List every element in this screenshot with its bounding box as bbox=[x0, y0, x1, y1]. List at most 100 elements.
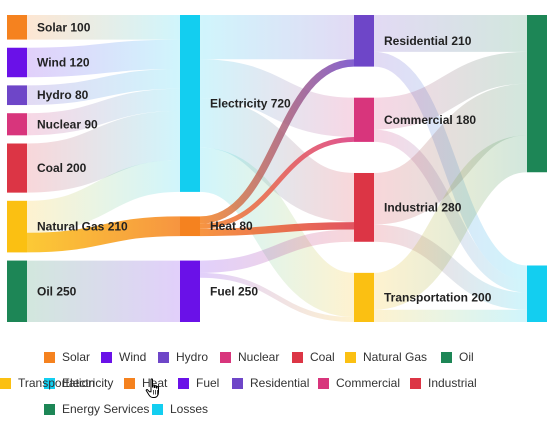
node-label-hydro: Hydro 80 bbox=[37, 88, 89, 102]
legend-label: Oil bbox=[459, 350, 474, 364]
legend-item-electricity[interactable]: Electricity bbox=[44, 376, 113, 390]
legend-item-commercial[interactable]: Commercial bbox=[318, 376, 400, 390]
legend-item-solar[interactable]: Solar bbox=[44, 350, 90, 364]
legend-label: Residential bbox=[250, 376, 310, 390]
node-label-transportation: Transportation 200 bbox=[384, 290, 492, 304]
link-coal-to-electricity[interactable] bbox=[26, 110, 181, 193]
link-natural-gas-to-electricity[interactable] bbox=[26, 159, 181, 233]
sankey-nodes bbox=[7, 15, 547, 322]
legend-item-natural-gas[interactable]: Natural Gas bbox=[345, 350, 427, 364]
legend-swatch bbox=[158, 351, 169, 363]
legend-label: Coal bbox=[310, 350, 335, 364]
sankey-links bbox=[26, 14, 529, 323]
legend-item-wind[interactable]: Wind bbox=[101, 350, 146, 364]
legend-swatch bbox=[44, 377, 55, 389]
legend-label: Energy Services bbox=[62, 402, 150, 416]
node-losses[interactable] bbox=[527, 265, 547, 322]
sankey-node-labels: Solar 100 Wind 120 Hydro 80 Nuclear 90 Coal … bbox=[37, 20, 492, 304]
legend-label: Electricity bbox=[62, 376, 114, 390]
legend-item-coal[interactable]: Coal bbox=[292, 350, 335, 364]
legend-label: Transportation bbox=[18, 376, 95, 390]
link-wind-to-electricity[interactable] bbox=[26, 39, 181, 78]
node-label-oil: Oil 250 bbox=[37, 284, 77, 298]
legend-swatch bbox=[101, 351, 112, 363]
legend-item-industrial[interactable]: Industrial bbox=[410, 376, 477, 390]
node-label-electricity: Electricity 720 bbox=[210, 96, 291, 110]
node-electricity[interactable] bbox=[180, 15, 200, 192]
legend-label: Nuclear bbox=[238, 350, 280, 364]
node-label-solar: Solar 100 bbox=[37, 20, 91, 34]
node-wind[interactable] bbox=[7, 47, 27, 78]
node-transportation[interactable] bbox=[354, 272, 374, 322]
legend-swatch bbox=[178, 377, 189, 389]
legend-swatch bbox=[44, 403, 55, 415]
node-label-commercial: Commercial 180 bbox=[384, 113, 476, 127]
link-industrial-to-losses[interactable] bbox=[373, 224, 528, 310]
link-heat-to-commercial[interactable] bbox=[199, 136, 355, 229]
node-label-wind: Wind 120 bbox=[37, 55, 90, 69]
legend-item-energy-services[interactable]: Energy Services bbox=[44, 402, 149, 416]
legend-swatch bbox=[44, 351, 55, 363]
node-label-natural-gas: Natural Gas 210 bbox=[37, 220, 128, 234]
legend-item-nuclear[interactable]: Nuclear bbox=[220, 350, 279, 364]
hand-pointer-cursor-icon bbox=[145, 378, 159, 398]
legend-item-hydro[interactable]: Hydro bbox=[158, 350, 208, 364]
legend-swatch bbox=[152, 403, 163, 415]
link-heat-to-industrial[interactable] bbox=[199, 222, 355, 237]
legend-swatch bbox=[292, 351, 303, 363]
legend-swatch bbox=[232, 377, 243, 389]
node-label-nuclear: Nuclear 90 bbox=[37, 117, 98, 131]
link-transportation-to-energy-services[interactable] bbox=[372, 135, 529, 310]
link-electricity-to-commercial[interactable] bbox=[199, 59, 355, 137]
node-nuclear[interactable] bbox=[7, 113, 27, 136]
node-coal[interactable] bbox=[7, 143, 27, 193]
legend-label: Heat bbox=[142, 376, 168, 390]
legend-swatch bbox=[345, 351, 356, 363]
node-hydro[interactable] bbox=[7, 85, 27, 106]
legend-item-fuel[interactable]: Fuel bbox=[178, 376, 219, 390]
link-commercial-to-energy-services[interactable] bbox=[373, 51, 528, 130]
node-heat[interactable] bbox=[180, 216, 200, 237]
link-nuclear-to-electricity[interactable] bbox=[26, 88, 181, 136]
legend-swatch bbox=[318, 377, 329, 389]
legend-swatch bbox=[410, 377, 421, 389]
node-residential[interactable] bbox=[354, 15, 374, 67]
legend-swatch bbox=[441, 351, 452, 363]
legend-item-transportation[interactable]: Transportation bbox=[0, 376, 95, 390]
link-natural-gas-to-heat[interactable] bbox=[26, 216, 181, 253]
node-label-heat: Heat 80 bbox=[210, 219, 253, 233]
node-label-industrial: Industrial 280 bbox=[384, 200, 462, 214]
node-commercial[interactable] bbox=[354, 97, 374, 142]
node-oil[interactable] bbox=[7, 260, 27, 322]
legend-label: Industrial bbox=[428, 376, 477, 390]
legend-swatch bbox=[220, 351, 231, 363]
legend-swatch bbox=[0, 377, 11, 389]
legend-item-oil[interactable]: Oil bbox=[441, 350, 474, 364]
legend-swatch bbox=[124, 377, 135, 389]
legend-label: Hydro bbox=[176, 350, 209, 364]
link-fuel-to-industrial[interactable] bbox=[199, 229, 355, 273]
legend-item-losses[interactable]: Losses bbox=[152, 402, 208, 416]
link-heat-to-residential[interactable] bbox=[199, 59, 355, 224]
legend-label: Fuel bbox=[196, 376, 220, 390]
node-fuel[interactable] bbox=[180, 260, 200, 322]
node-energy-services[interactable] bbox=[527, 15, 547, 173]
node-industrial[interactable] bbox=[354, 172, 374, 242]
link-fuel-to-transportation[interactable] bbox=[199, 272, 355, 322]
link-hydro-to-electricity[interactable] bbox=[26, 69, 181, 106]
link-electricity-to-industrial[interactable] bbox=[198, 98, 356, 223]
legend-label: Commercial bbox=[336, 376, 401, 390]
node-natural-gas[interactable] bbox=[7, 200, 27, 253]
legend-label: Wind bbox=[119, 350, 147, 364]
link-industrial-to-energy-services[interactable] bbox=[372, 83, 529, 225]
node-solar[interactable] bbox=[7, 15, 27, 40]
legend-label: Solar bbox=[62, 350, 91, 364]
node-label-fuel: Fuel 250 bbox=[210, 284, 258, 298]
node-label-residential: Residential 210 bbox=[384, 34, 472, 48]
legend-item-heat[interactable]: Heat bbox=[124, 376, 167, 390]
node-label-coal: Coal 200 bbox=[37, 161, 87, 175]
legend-label: Natural Gas bbox=[363, 350, 428, 364]
legend-item-residential[interactable]: Residential bbox=[232, 376, 309, 390]
